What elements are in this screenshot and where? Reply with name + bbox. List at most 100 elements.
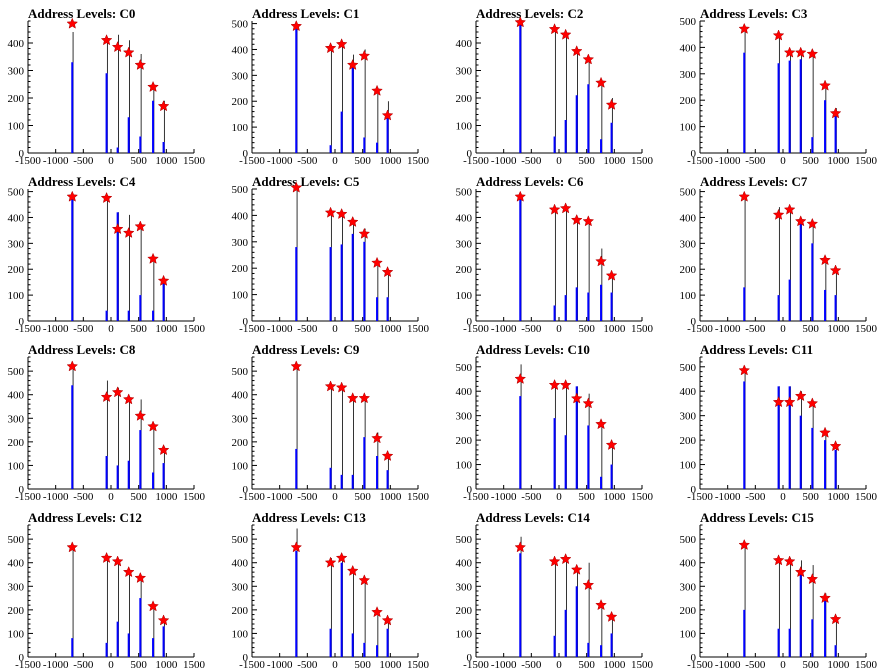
x-tick-label: 500 (354, 491, 371, 503)
bar (71, 62, 74, 153)
y-tick-label: 300 (232, 237, 249, 249)
bar (386, 470, 389, 489)
peak-marker (122, 46, 135, 58)
y-tick-label: 300 (8, 238, 25, 250)
x-tick-label: -1000 (715, 155, 741, 167)
bar (340, 562, 343, 657)
bar (777, 628, 780, 657)
peak-marker (371, 256, 383, 268)
y-tick-label: 100 (680, 460, 697, 472)
x-tick-label: 500 (578, 323, 595, 335)
bar (139, 295, 142, 321)
y-tick-label: 100 (680, 628, 697, 640)
x-tick-label: -1500 (15, 659, 41, 671)
x-tick-label: 0 (556, 323, 562, 335)
x-tick-label: 1000 (379, 491, 402, 503)
panel-11: Address Levels: C11 0 100 200 300 400 500 -1500… (680, 342, 878, 503)
y-tick-label: 300 (232, 70, 249, 82)
peak-marker (829, 613, 842, 625)
bar (295, 28, 298, 153)
bar (788, 386, 791, 489)
y-tick-label: 400 (456, 212, 473, 224)
y-tick-label: 100 (232, 122, 249, 134)
y-tick-label: 0 (243, 316, 249, 328)
y-tick-label: 100 (680, 290, 697, 302)
bar (788, 279, 791, 321)
bar (162, 626, 165, 657)
y-tick-label: 500 (456, 362, 473, 374)
y-tick-label: 300 (8, 66, 25, 78)
y-tick-label: 500 (456, 534, 473, 546)
x-tick-label: 1000 (827, 323, 850, 335)
x-tick-label: -500 (297, 659, 318, 671)
x-tick-label: 1500 (631, 491, 654, 503)
y-tick-label: 0 (691, 484, 697, 496)
x-tick-label: -1000 (43, 659, 69, 671)
y-tick-label: 300 (232, 413, 249, 425)
bar (105, 73, 108, 153)
bar (811, 427, 814, 489)
y-tick-label: 300 (232, 581, 249, 593)
x-tick-label: 500 (578, 155, 595, 167)
x-tick-label: -500 (521, 491, 542, 503)
peak-marker (111, 555, 124, 567)
x-tick-label: 500 (802, 155, 819, 167)
y-tick-label: 0 (19, 652, 25, 664)
bar (743, 609, 746, 657)
panel-title: Address Levels: C4 (28, 174, 136, 189)
panel-5: Address Levels: C50100200300400500-1500-… (232, 174, 430, 335)
x-tick-label: 500 (354, 155, 371, 167)
x-tick-label: -1000 (491, 155, 517, 167)
peak-marker (738, 190, 751, 202)
bar (811, 137, 814, 153)
x-tick-label: 0 (780, 491, 786, 503)
peak-marker (772, 554, 785, 566)
y-tick-label: 400 (8, 558, 25, 570)
y-tick-label: 100 (8, 460, 25, 472)
bar (811, 619, 814, 657)
panel-0: Address Levels: C0 0 100 200 300 400 -1500 -100… (8, 6, 206, 167)
bar (788, 60, 791, 153)
y-tick-label: 100 (232, 628, 249, 640)
bar (139, 430, 142, 489)
bar (799, 59, 802, 153)
peak-marker (772, 396, 785, 408)
y-tick-label: 500 (232, 366, 249, 378)
x-tick-label: 500 (130, 155, 147, 167)
peak-marker (346, 392, 359, 404)
y-tick-label: 0 (467, 652, 473, 664)
bar (743, 287, 746, 321)
y-tick-label: 100 (8, 121, 25, 133)
bar (575, 586, 578, 657)
bar (363, 241, 366, 321)
bar (564, 120, 567, 153)
y-tick-label: 300 (456, 66, 473, 78)
bar (351, 62, 354, 153)
bar (564, 295, 567, 321)
peak-marker (582, 578, 595, 591)
y-tick-label: 0 (691, 652, 697, 664)
peak-marker (324, 206, 337, 218)
x-tick-label: -1500 (687, 491, 713, 503)
bar (386, 297, 389, 321)
y-tick-label: 200 (232, 263, 249, 275)
x-tick-label: 1000 (603, 155, 626, 167)
peak-marker (66, 17, 79, 29)
peak-marker (147, 600, 159, 612)
x-tick-label: 1500 (183, 659, 206, 671)
panel-title: Address Levels: C2 (476, 6, 583, 21)
x-tick-label: 0 (332, 659, 338, 671)
y-tick-label: 100 (456, 460, 473, 472)
peak-marker (147, 252, 159, 264)
peak-marker (324, 42, 337, 54)
bar (152, 310, 155, 321)
bar (116, 212, 119, 321)
x-tick-label: 1500 (183, 491, 206, 503)
x-tick-label: -500 (745, 323, 766, 335)
peak-marker (122, 565, 135, 578)
bar (610, 464, 613, 489)
bar (127, 460, 130, 489)
panel-7: Address Levels: C70100200300400500-1500-… (680, 174, 878, 335)
x-tick-label: -500 (73, 491, 94, 503)
y-tick-label: 500 (456, 187, 473, 199)
